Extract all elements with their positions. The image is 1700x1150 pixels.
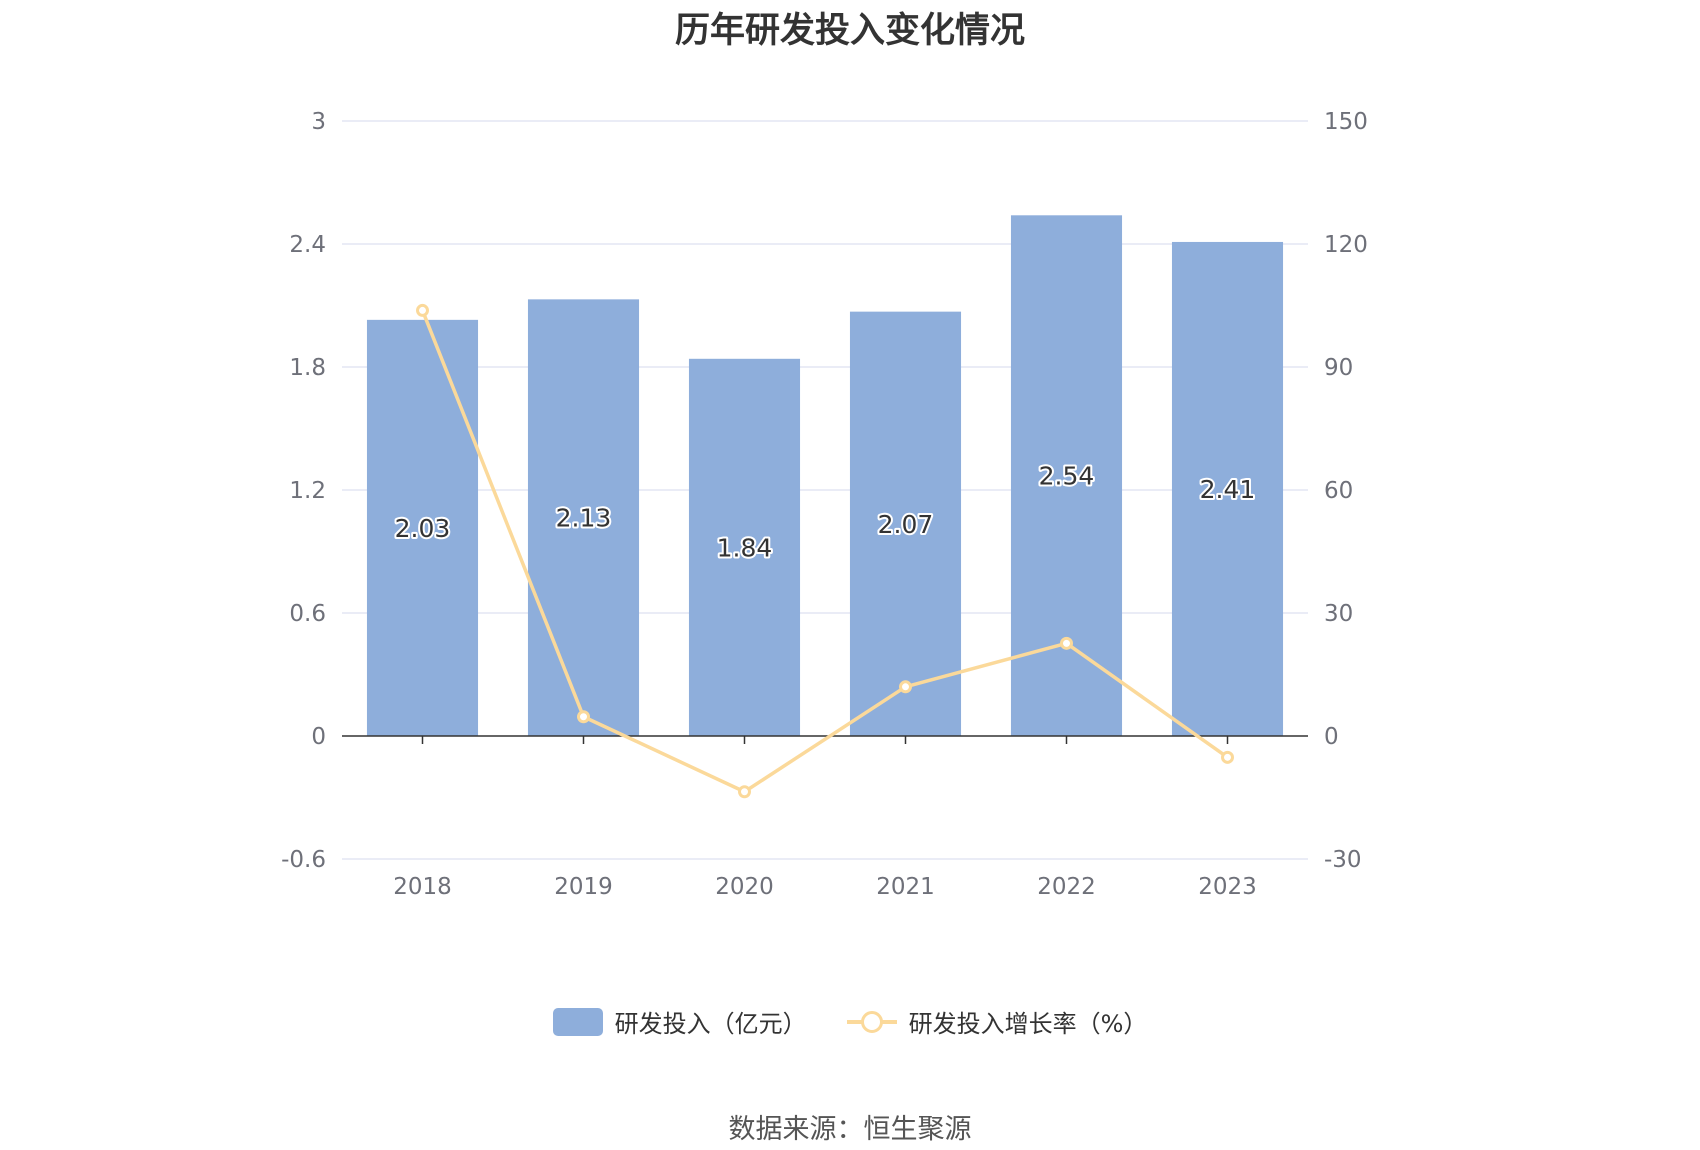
bar [527, 299, 640, 736]
bar [688, 358, 801, 736]
y-left-tick-label: 3 [311, 109, 326, 135]
bar-value-label: 2.03 [395, 514, 451, 543]
growth-line [420, 309, 1229, 794]
y-right-tick-label: 120 [1324, 232, 1368, 258]
bar [1171, 241, 1284, 736]
grid-lines [342, 120, 1308, 860]
bar-value-label: 2.54 [1039, 462, 1095, 491]
growth-point [577, 710, 590, 724]
legend-item-line[interactable]: 研发投入增长率（%） [846, 1004, 1148, 1039]
x-tick-label: 2021 [876, 874, 935, 900]
line-series [416, 303, 1234, 799]
axes: 3 150 2.4 120 1.8 90 1.2 60 0.6 30 0 0 -0.6 -30 2018 20… [281, 109, 1368, 900]
legend-label-bar: 研发投入（亿元） [614, 1010, 807, 1038]
y-right-tick-label: 0 [1324, 724, 1339, 750]
growth-point [1060, 636, 1073, 650]
chart-title: 历年研发投入变化情况 [674, 11, 1025, 51]
bar-value-label: 2.41 [1200, 475, 1256, 504]
legend-label-line: 研发投入增长率（%） [908, 1010, 1148, 1038]
x-tick-label: 2018 [393, 874, 452, 900]
y-left-tick-label: 0 [311, 724, 326, 750]
y-left-tick-label: 1.2 [289, 478, 326, 504]
x-tick-label: 2022 [1037, 874, 1096, 900]
data-labels: 2.03 2.13 1.84 2.07 2.54 2.41 [393, 460, 1258, 565]
y-right-tick-label: 150 [1324, 109, 1368, 135]
x-tick-label: 2023 [1198, 874, 1257, 900]
y-right-tick-label: 30 [1324, 601, 1353, 627]
x-tick-label: 2020 [715, 874, 774, 900]
legend-line-swatch [846, 1008, 897, 1036]
y-left-tick-label: 0.6 [289, 601, 326, 627]
bar [849, 311, 962, 736]
growth-point [416, 303, 429, 317]
source-note: 数据来源：恒生聚源 [728, 1114, 972, 1145]
legend-item-bar[interactable]: 研发投入（亿元） [552, 1004, 807, 1039]
y-right-tick-label: 60 [1324, 478, 1353, 504]
growth-point [1221, 750, 1234, 764]
legend: 研发投入（亿元） 研发投入增长率（%） [0, 1004, 1700, 1039]
y-right-tick-label: -30 [1324, 847, 1362, 873]
y-left-tick-label: 1.8 [289, 355, 326, 381]
legend-bar-swatch [552, 1007, 603, 1036]
growth-point [899, 680, 912, 694]
growth-point [738, 785, 751, 799]
y-left-tick-label: -0.6 [281, 847, 326, 873]
bar-value-label: 2.07 [878, 510, 934, 539]
x-tick-label: 2019 [554, 874, 613, 900]
bar-series [366, 215, 1284, 737]
y-right-tick-label: 90 [1324, 355, 1353, 381]
bar-value-label: 1.84 [717, 533, 773, 562]
y-left-tick-label: 2.4 [289, 232, 326, 258]
bar [366, 319, 479, 736]
bar-value-label: 2.13 [556, 504, 612, 533]
